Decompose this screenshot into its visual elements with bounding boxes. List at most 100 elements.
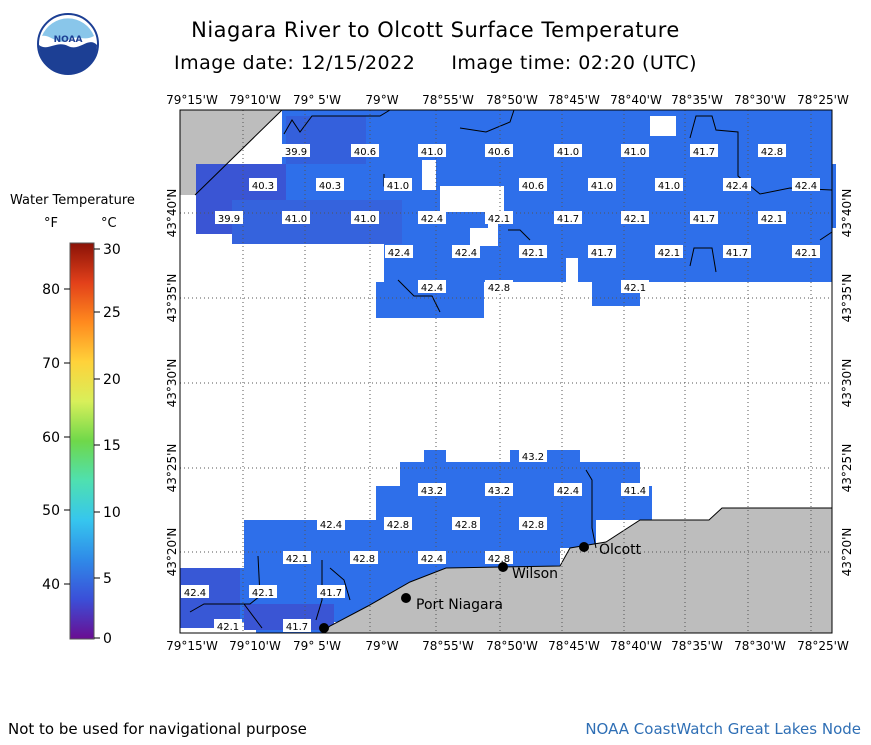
temp-label-bg — [723, 178, 751, 191]
contour-line — [819, 231, 833, 241]
temp-label: 42.8 — [452, 517, 480, 531]
temp-label-bg — [792, 178, 820, 191]
temp-label: 42.8 — [485, 280, 513, 294]
temp-label: 41.7 — [554, 211, 582, 225]
temp-value: 41.0 — [387, 181, 409, 192]
c-tick-label: 30 — [103, 242, 121, 258]
temp-label-bg — [452, 245, 480, 258]
temp-label-bg — [519, 178, 547, 191]
lat-label-right: 43°20'N — [840, 528, 854, 577]
temp-label: 41.0 — [384, 178, 412, 192]
temp-label-bg — [384, 517, 412, 530]
c-tick-label: 25 — [103, 305, 121, 321]
lat-label-left: 43°20'N — [165, 528, 179, 577]
contour-line — [689, 115, 833, 195]
temp-label: 41.7 — [690, 211, 718, 225]
temp-value: 40.3 — [252, 181, 274, 192]
temp-value: 42.1 — [252, 588, 274, 599]
image-datetime: Image date: 12/15/2022 Image time: 02:20 … — [0, 52, 871, 74]
temp-label-bg — [351, 144, 379, 157]
temp-label-bg — [452, 517, 480, 530]
lat-label-left: 43°40'N — [165, 189, 179, 238]
temp-label-bg — [758, 144, 786, 157]
temp-value: 42.8 — [522, 520, 544, 531]
temp-label: 42.1 — [758, 211, 786, 225]
temp-value: 43.2 — [488, 486, 510, 497]
temp-label: 42.1 — [283, 551, 311, 565]
place-marker — [498, 562, 508, 572]
temp-label: 41.7 — [317, 585, 345, 599]
contour-line — [315, 560, 323, 621]
temp-value: 42.8 — [761, 147, 783, 158]
temp-label-bg — [385, 245, 413, 258]
temp-value: 41.0 — [658, 181, 680, 192]
place-label: Olcott — [599, 542, 642, 558]
temp-value: 42.1 — [488, 214, 510, 225]
temp-value: 43.2 — [421, 486, 443, 497]
temp-value: 42.4 — [795, 181, 817, 192]
temp-value: 42.1 — [761, 214, 783, 225]
temp-label: 39.9 — [282, 144, 310, 158]
lon-label-top: 78°35'W — [671, 93, 723, 107]
contour-line — [329, 567, 351, 601]
contour-line — [283, 109, 391, 135]
temp-label: 41.0 — [282, 211, 310, 225]
lon-label-bottom: 78°30'W — [734, 639, 786, 653]
temp-label: 41.7 — [283, 619, 311, 633]
f-tick-label: 60 — [42, 430, 60, 446]
temp-label-bg — [554, 483, 582, 496]
temp-label: 43.2 — [418, 483, 446, 497]
temp-label: 42.4 — [181, 585, 209, 599]
temp-label: 41.0 — [588, 178, 616, 192]
contour-line — [459, 109, 515, 133]
lon-label-bottom: 79°10'W — [229, 639, 281, 653]
temp-label: 41.7 — [588, 245, 616, 259]
temp-label: 41.7 — [723, 245, 751, 259]
temp-value: 40.6 — [488, 147, 510, 158]
temp-value: 42.1 — [522, 248, 544, 259]
temp-label-bg — [485, 483, 513, 496]
noaa-logo: NOAA — [37, 13, 99, 75]
canada-shoreline — [194, 109, 283, 196]
temp-value: 42.1 — [795, 248, 817, 259]
temp-label-bg — [485, 551, 513, 564]
temp-label-bg — [519, 245, 547, 258]
temp-label-bg — [351, 211, 379, 224]
temp-value: 42.4 — [421, 214, 443, 225]
temp-value: 42.4 — [455, 248, 477, 259]
temp-label-bg — [215, 211, 243, 224]
lon-label-bottom: 78°45'W — [548, 639, 600, 653]
temp-value: 40.3 — [319, 181, 341, 192]
temp-value: 42.4 — [320, 520, 342, 531]
temp-label-bg — [317, 517, 345, 530]
temp-label: 42.4 — [792, 178, 820, 192]
temp-label-bg — [418, 144, 446, 157]
temp-value: 42.4 — [557, 486, 579, 497]
image-date: Image date: 12/15/2022 — [173, 52, 416, 74]
temp-label-bg — [316, 178, 344, 191]
lon-label-top: 79°W — [365, 93, 398, 107]
temp-label-bg — [690, 211, 718, 224]
temp-value: 42.8 — [488, 554, 510, 565]
navigation-disclaimer: Not to be used for navigational purpose — [8, 720, 307, 738]
temp-label-bg — [485, 280, 513, 293]
lat-label-left: 43°30'N — [165, 359, 179, 408]
temp-value: 43.2 — [522, 452, 544, 463]
temp-label-bg — [249, 585, 277, 598]
temp-value: 41.7 — [693, 147, 715, 158]
temp-value: 39.9 — [285, 147, 307, 158]
temp-label: 40.6 — [351, 144, 379, 158]
temp-value: 39.9 — [218, 214, 240, 225]
temp-label-bg — [418, 483, 446, 496]
temp-value: 42.1 — [624, 214, 646, 225]
contour-line — [689, 247, 717, 273]
lat-label-left: 43°35'N — [165, 274, 179, 323]
temp-value: 41.7 — [286, 622, 308, 633]
water-cells — [180, 110, 836, 633]
temp-label-bg — [621, 144, 649, 157]
contour-line — [189, 555, 261, 613]
temp-label-bg — [418, 280, 446, 293]
lat-label-right: 43°40'N — [840, 189, 854, 238]
lon-label-top: 78°25'W — [797, 93, 849, 107]
temp-label-bg — [214, 619, 242, 632]
